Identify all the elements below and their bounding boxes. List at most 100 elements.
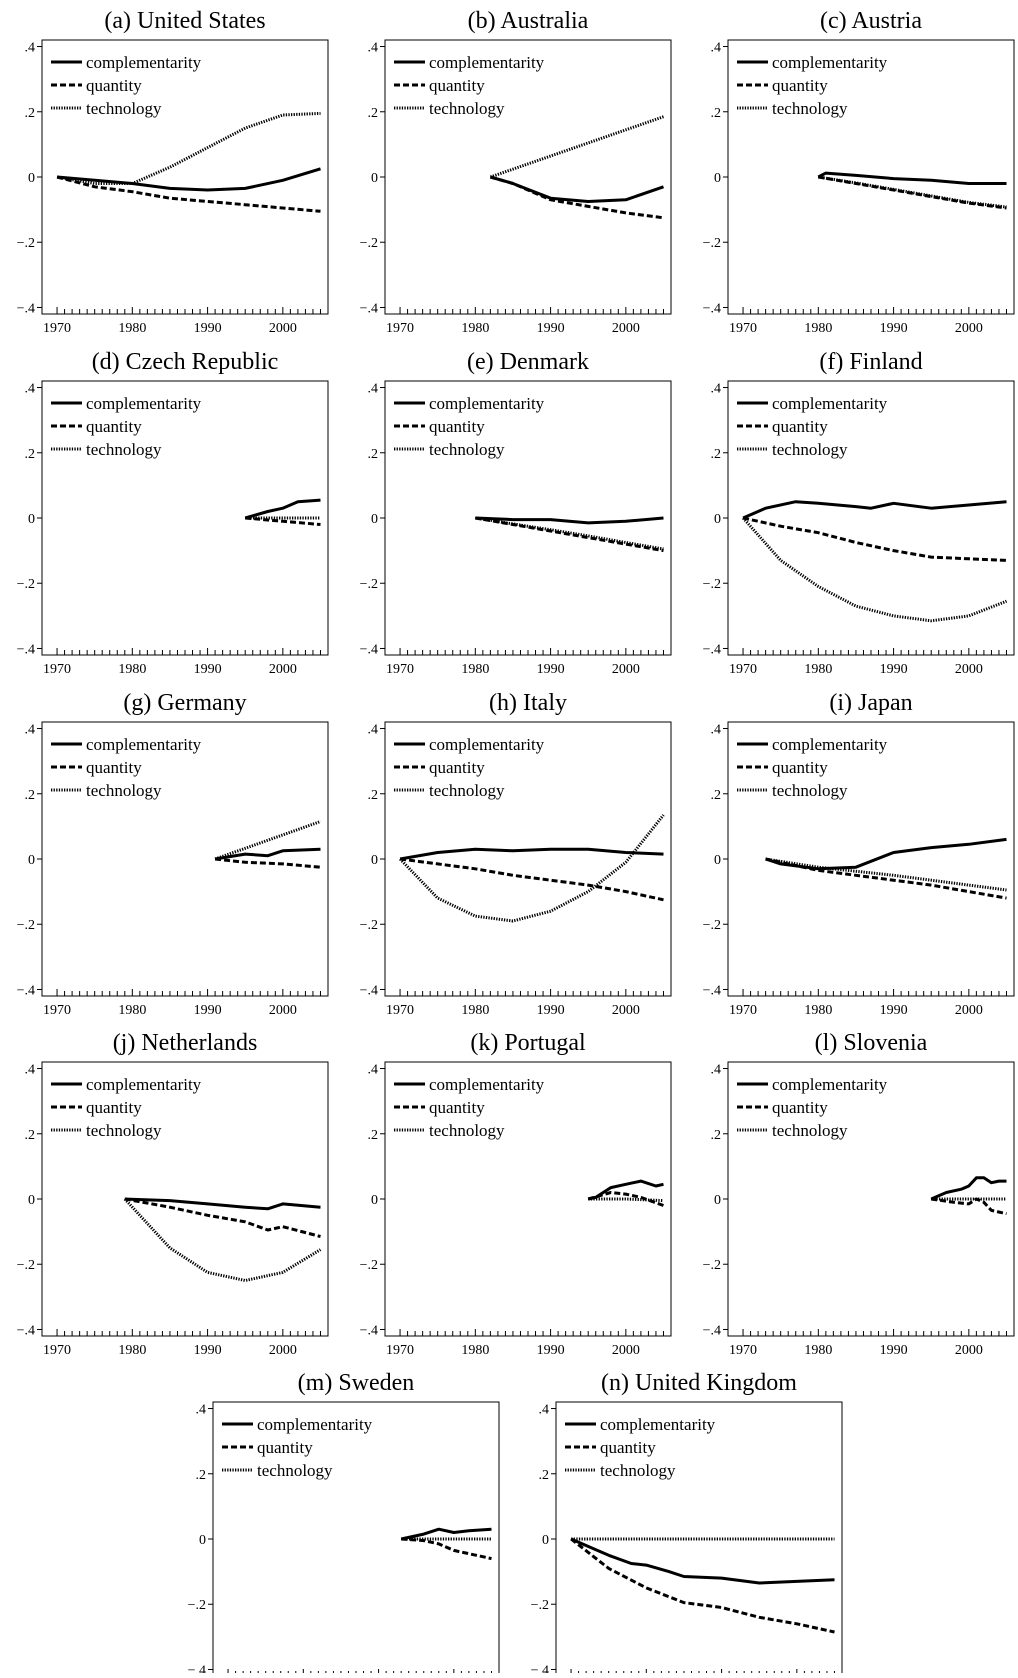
y-tick-label: .4 [368,723,379,738]
y-tick-label: .2 [368,447,379,462]
series-line-technology [741,517,1008,623]
series-line-quantity [587,1191,665,1207]
y-tick-label: −.4 [188,1663,206,1673]
y-tick-label: −.2 [703,236,721,251]
y-tick-label: 0 [714,1193,721,1208]
chart-title: (m) Sweden [298,1370,415,1396]
plot-frame [41,721,329,997]
y-tick-label: −.4 [360,983,378,998]
x-tick-label: 1990 [880,662,908,677]
legend-label: complementarity [772,53,888,72]
chart-title: (a) United States [104,8,265,34]
y-tick-label: .4 [196,1403,207,1418]
series-line-quantity [214,857,321,869]
series-line-quantity [742,516,1007,562]
x-tick-label: 2000 [269,662,297,677]
series-line-complementarity [214,847,321,861]
legend-label: complementarity [429,53,545,72]
y-tick-label: .4 [368,41,379,56]
y-tick-label: −.4 [17,983,35,998]
legend-label: quantity [429,76,485,95]
series-line-technology [214,820,322,861]
y-tick-label: .2 [196,1468,207,1483]
y-tick-label: 0 [28,171,35,186]
series-line-complementarity [400,1527,492,1541]
y-tick-label: 0 [371,512,378,527]
legend: complementarity quantity technology [394,394,545,459]
x-tick-label: 2000 [612,321,640,336]
series-line-quantity [56,175,321,213]
x-tick-label: 1980 [118,1343,146,1358]
y-tick-label: −.2 [360,577,378,592]
y-tick-label: .4 [711,41,722,56]
x-tick-label: 1980 [804,662,832,677]
x-tick-label: 1990 [194,1003,222,1018]
y-tick-label: .4 [368,1063,379,1078]
y-tick-label: .4 [711,382,722,397]
plot-frame [41,1061,329,1337]
y-tick-label: 0 [28,853,35,868]
x-tick-label: 2000 [955,321,983,336]
chart-title: (k) Portugal [470,1030,586,1056]
x-tick-label: 2000 [269,321,297,336]
chart-panel: (h) Italy .4 .2 0 −.2 −.4 1970 1980 1990 2000 comp… [360,690,672,1018]
x-tick-label: 1990 [880,1343,908,1358]
legend: complementarity quantity technology [394,1075,545,1140]
y-tick-label: .2 [711,106,722,121]
x-tick-label: 1990 [194,662,222,677]
y-tick-label: −.2 [703,1258,721,1273]
legend-label: complementarity [86,53,202,72]
chart-panel: (j) Netherlands .4 .2 0 −.2 −.4 1970 1980 1990 20… [17,1030,329,1358]
x-tick-label: 1980 [118,321,146,336]
y-tick-label: .2 [368,1128,379,1143]
x-tick-label: 1980 [461,1003,489,1018]
legend: complementarity quantity technology [222,1415,373,1480]
legend: complementarity quantity technology [737,1075,888,1140]
x-tick-label: 1970 [386,1343,414,1358]
series-line-technology [399,814,665,923]
y-tick-label: .2 [25,788,36,803]
y-tick-label: .4 [711,1063,722,1078]
legend-label: quantity [86,758,142,777]
y-tick-label: −.2 [360,918,378,933]
legend-label: technology [772,440,848,459]
y-tick-label: −.2 [360,236,378,251]
legend-label: technology [86,99,162,118]
x-tick-label: 1970 [43,1003,71,1018]
legend-label: technology [429,99,505,118]
y-tick-label: 0 [371,1193,378,1208]
series-line-quantity [765,857,1007,900]
series-line-complementarity [56,167,321,192]
series-line-complementarity [742,500,1007,520]
legend-label: technology [86,1121,162,1140]
chart-title: (i) Japan [829,690,912,716]
y-tick-label: .4 [711,723,722,738]
legend-label: complementarity [772,1075,888,1094]
y-tick-label: 0 [714,171,721,186]
x-tick-label: 1990 [537,1003,565,1018]
legend: complementarity quantity technology [565,1415,716,1480]
plot-frame [384,380,672,656]
series-line-complementarity [570,1537,835,1585]
y-tick-label: .4 [368,382,379,397]
chart-panel: (d) Czech Republic .4 .2 0 −.2 −.4 1970 1980 199… [17,349,329,677]
legend-label: quantity [429,1098,485,1117]
legend: complementarity quantity technology [737,53,888,118]
y-tick-label: −.4 [17,301,35,316]
y-tick-label: .4 [25,723,36,738]
chart-title: (d) Czech Republic [92,349,279,375]
chart-title: (e) Denmark [467,349,589,375]
y-tick-label: 0 [371,171,378,186]
x-tick-label: 1980 [461,1343,489,1358]
x-tick-label: 1970 [729,662,757,677]
y-tick-label: 0 [714,512,721,527]
x-tick-label: 2000 [955,1343,983,1358]
y-tick-label: −.4 [703,301,721,316]
x-tick-label: 1990 [537,662,565,677]
legend-label: technology [257,1461,333,1480]
y-tick-label: .2 [25,1128,36,1143]
plot-frame [384,39,672,315]
y-tick-label: −.2 [531,1598,549,1613]
series-line-complementarity [489,175,664,203]
y-tick-label: 0 [199,1533,206,1548]
